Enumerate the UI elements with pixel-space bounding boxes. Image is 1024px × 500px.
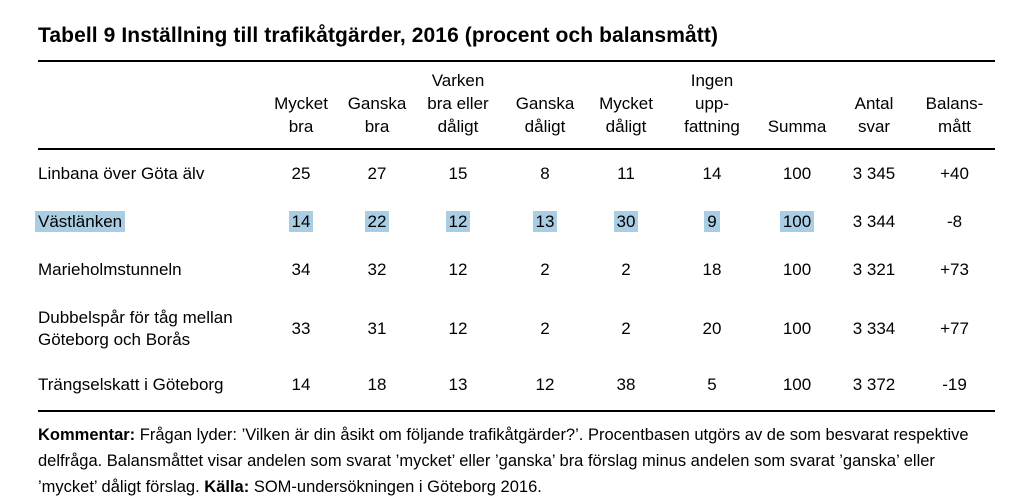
- cell: 18: [367, 375, 387, 395]
- table-row-dubbelspar: Dubbelspår för tåg mellan Göteborg och B…: [38, 294, 995, 364]
- table-title: Tabell 9 Inställning till trafikåtgärder…: [38, 24, 719, 47]
- cell: 32: [367, 260, 387, 279]
- column-header-mycket-bra: Mycket bra: [262, 61, 340, 150]
- cell: 2: [540, 319, 550, 339]
- kommentar-text: Frågan lyder: ’Vilken är din åsikt om fö…: [38, 426, 969, 496]
- cell: +40: [940, 163, 969, 183]
- cell: 27: [367, 163, 387, 183]
- cell: 33: [291, 319, 311, 339]
- statistics-table: Mycket bra Ganska bra Varken bra eller d…: [35, 60, 995, 413]
- cell: 3 345: [852, 163, 896, 183]
- cell: 5: [707, 375, 717, 395]
- cell: 2: [621, 319, 631, 339]
- cell: 20: [702, 319, 722, 339]
- row-label: Västlänken: [35, 198, 262, 246]
- cell: 3 334: [852, 319, 896, 339]
- column-header-ganska-bra: Ganska bra: [340, 61, 414, 150]
- table-row-vastlanken-highlighted: Västlänken 14 22 12 13 30 9 100 3 344 -8: [35, 198, 995, 246]
- cell: 8: [540, 163, 550, 183]
- cell: 38: [616, 375, 636, 395]
- column-header-antal-svar: Antal svar: [834, 61, 914, 150]
- cell: 3 344: [852, 211, 896, 231]
- column-header-summa: Summa: [760, 61, 834, 150]
- cell: 3 321: [852, 260, 896, 279]
- column-header-mycket-daligt: Mycket dåligt: [588, 61, 664, 150]
- cell: 12: [448, 260, 468, 279]
- cell: 12: [535, 375, 555, 395]
- cell: 14: [702, 163, 722, 183]
- cell: 9: [664, 198, 760, 246]
- header-row: Mycket bra Ganska bra Varken bra eller d…: [38, 61, 995, 150]
- cell: 13: [502, 198, 588, 246]
- cell: 13: [448, 375, 468, 395]
- column-header-empty: [38, 61, 262, 150]
- cell: 11: [617, 163, 635, 183]
- row-label: Dubbelspår för tåg mellan Göteborg och B…: [38, 308, 233, 350]
- row-label: Trängselskatt i Göteborg: [38, 375, 224, 395]
- cell: +77: [940, 319, 969, 339]
- cell: +73: [940, 260, 969, 279]
- cell: 14: [291, 375, 311, 395]
- cell: 30: [588, 198, 664, 246]
- cell: 100: [782, 319, 812, 339]
- cell: 15: [448, 163, 468, 183]
- table-row-marieholmstunneln: Marieholmstunneln 34 32 12 2 2 18 100 3 …: [38, 246, 995, 294]
- cell: 14: [262, 198, 340, 246]
- table-body: Linbana över Göta älv 25 27 15 8 11 14 1…: [35, 149, 995, 412]
- table-header: Mycket bra Ganska bra Varken bra eller d…: [38, 61, 995, 150]
- cell: 31: [367, 319, 387, 339]
- kommentar-label: Kommentar:: [38, 426, 136, 445]
- cell: -19: [942, 375, 967, 395]
- row-label: Linbana över Göta älv: [38, 163, 205, 183]
- kalla-label: Källa:: [204, 477, 250, 496]
- table-comment: Kommentar: Frågan lyder: ’Vilken är din …: [38, 423, 990, 500]
- cell: 100: [782, 260, 812, 279]
- cell: 25: [291, 163, 311, 183]
- cell: 2: [621, 260, 631, 279]
- cell: 3 372: [852, 375, 896, 395]
- column-header-ingen-uppfattning: Ingen upp- fattning: [664, 61, 760, 150]
- table-row-trangselskatt: Trängselskatt i Göteborg 14 18 13 12 38 …: [38, 364, 995, 411]
- table-row-linbana: Linbana över Göta älv 25 27 15 8 11 14 1…: [38, 149, 995, 198]
- column-header-ganska-daligt: Ganska dåligt: [502, 61, 588, 150]
- cell: 22: [340, 198, 414, 246]
- cell: 12: [414, 198, 502, 246]
- cell: 18: [702, 260, 722, 279]
- column-header-balansmatt: Balans- mått: [914, 61, 995, 150]
- cell: 2: [540, 260, 550, 279]
- cell: 34: [291, 260, 311, 279]
- cell: -8: [946, 211, 963, 231]
- cell: 100: [782, 163, 812, 183]
- column-header-varken: Varken bra eller dåligt: [414, 61, 502, 150]
- cell: 100: [782, 375, 812, 395]
- cell: 12: [448, 319, 468, 339]
- kalla-text: SOM-undersökningen i Göteborg 2016.: [253, 477, 542, 496]
- cell: 100: [760, 198, 834, 246]
- row-label: Marieholmstunneln: [38, 260, 182, 279]
